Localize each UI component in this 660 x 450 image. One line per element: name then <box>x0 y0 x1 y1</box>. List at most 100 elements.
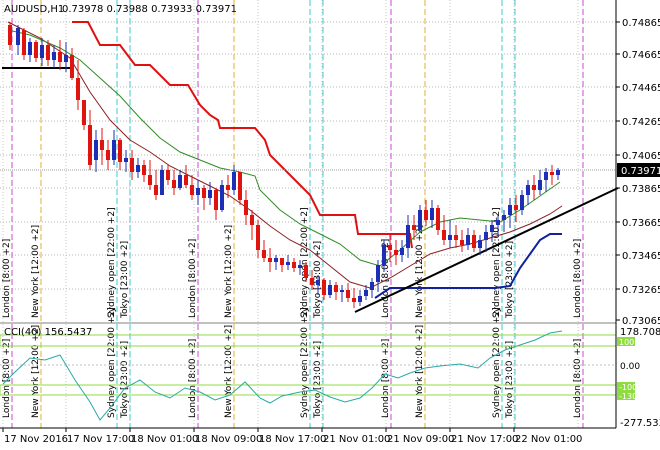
session-label: Tokyo [23:00 +2] <box>120 241 130 319</box>
candle-body <box>370 282 374 290</box>
candle-body <box>490 225 494 232</box>
candle-body <box>208 190 212 198</box>
current-price-label: 0.73971 <box>621 166 660 177</box>
candle-body <box>298 265 302 268</box>
price-axis[interactable]: 0.74865 0.74665 0.74465 0.74265 0.74065 0.738… <box>616 18 660 327</box>
candle-body <box>394 250 398 255</box>
session-label: New York [12:00 +2] <box>224 225 234 318</box>
candle-body <box>214 190 218 210</box>
candle-body <box>478 240 482 248</box>
session-label: London [8:00 +2] <box>2 239 12 318</box>
candle-body <box>58 52 62 62</box>
candle-body <box>190 185 194 195</box>
candle-body <box>388 245 392 250</box>
candle-body <box>220 185 224 210</box>
session-label: Tokyo [23:00 +2] <box>505 241 515 319</box>
candle-body <box>250 215 254 225</box>
candle-body <box>328 285 332 295</box>
candle-body <box>226 185 230 190</box>
candle-body <box>184 175 188 185</box>
price-tick-label: 0.74465 <box>622 83 660 94</box>
cci-level-minus-100: -100 <box>619 383 637 392</box>
candle-body <box>448 235 452 240</box>
candle-body <box>424 210 428 220</box>
time-tick-label: 18 Nov 17:00 <box>259 434 326 445</box>
candle-body <box>544 172 548 180</box>
cci-line <box>2 330 563 421</box>
session-label: New York [12:00 +2] <box>224 325 234 418</box>
candle-body <box>466 235 470 245</box>
candle-body <box>550 172 554 175</box>
session-label: New York [12:00 +2] <box>415 225 425 318</box>
candle-body <box>262 250 266 258</box>
candle-body <box>160 170 164 195</box>
candle-body <box>232 172 236 190</box>
candle-body <box>52 52 56 60</box>
price-tick-label: 0.73265 <box>622 285 660 296</box>
candle-body <box>8 25 12 45</box>
cci-scale-min: -277.5331 <box>620 418 660 429</box>
candle-body <box>382 245 386 265</box>
session-label: Sydney open [22:00 +2] <box>492 307 502 418</box>
price-panel[interactable]: AUDUSD,H1 0.73978 0.73988 0.73933 0.7397… <box>0 4 619 313</box>
cci-label: CCI(40) 156.5437 <box>4 327 92 338</box>
candle-body <box>112 140 116 160</box>
session-label: Tokyo [23:00 +2] <box>120 341 130 419</box>
candle-body <box>172 180 176 188</box>
time-tick-label: 17 Nov 17:00 <box>67 434 134 445</box>
chart-symbol-label: AUDUSD,H1 <box>4 4 64 15</box>
candle-body <box>454 235 458 240</box>
candles <box>8 22 560 308</box>
candle-body <box>286 262 290 265</box>
price-tick-label: 0.74665 <box>622 50 660 61</box>
session-label: London [8:00 +2] <box>381 239 391 318</box>
candle-body <box>322 280 326 295</box>
candle-body <box>532 185 536 190</box>
cci-level-0: 0.00 <box>620 362 640 372</box>
candle-body <box>238 172 242 200</box>
candle-body <box>118 140 122 162</box>
cci-axis: 178.708 100 0.00 -100 -130 -277.5331 <box>617 327 660 429</box>
price-tick-label: 0.74065 <box>622 151 660 162</box>
candle-body <box>64 55 68 62</box>
candle-body <box>76 78 80 100</box>
candle-body <box>106 150 110 160</box>
session-label: Sydney open [22:00 +2] <box>492 207 502 318</box>
session-label: London [8:00 +2] <box>381 339 391 418</box>
trailing-stop-line <box>72 21 413 249</box>
cci-scale-max: 178.708 <box>620 327 660 338</box>
cci-level-minus-130: -130 <box>619 392 637 401</box>
candle-body <box>268 258 272 262</box>
candle-body <box>310 278 314 285</box>
candle-body <box>538 180 542 190</box>
candle-body <box>202 188 206 198</box>
price-tick-label: 0.73665 <box>622 218 660 229</box>
time-tick-label: 22 Nov 01:00 <box>515 434 582 445</box>
candle-body <box>472 235 476 248</box>
session-label: London [8:00 +2] <box>573 339 583 418</box>
candle-body <box>196 188 200 195</box>
session-label: London [8:00 +2] <box>188 239 198 318</box>
candle-body <box>400 248 404 255</box>
candle-body <box>148 175 152 185</box>
session-label: London [8:00 +2] <box>188 339 198 418</box>
candle-body <box>46 45 50 60</box>
grid <box>0 0 616 428</box>
price-tick-label: 0.73865 <box>622 184 660 195</box>
candle-body <box>136 165 140 172</box>
session-label: New York [12:00 +2] <box>415 325 425 418</box>
candle-body <box>274 258 278 262</box>
candle-body <box>520 195 524 210</box>
current-price-tag: 0.73971 <box>617 163 660 177</box>
session-label: London [8:00 +2] <box>573 239 583 318</box>
candle-body <box>244 200 248 215</box>
candle-body <box>508 205 512 215</box>
session-label: Tokyo [23:00 +2] <box>505 341 515 419</box>
candle-body <box>142 165 146 175</box>
candle-body <box>406 225 410 248</box>
session-label: Sydney open [22:00 +2] <box>107 207 117 318</box>
time-tick-label: 17 Nov 2016 <box>4 434 68 445</box>
candle-body <box>28 42 32 55</box>
